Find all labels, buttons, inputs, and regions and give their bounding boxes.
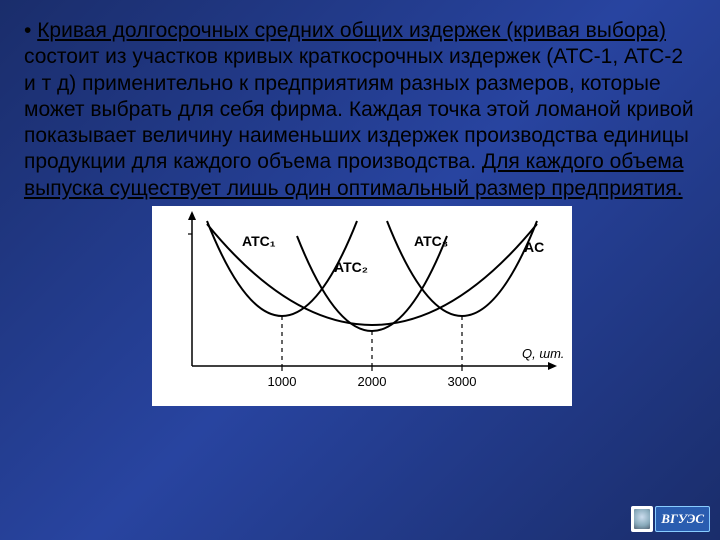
paragraph: • Кривая долгосрочных средних общих изде… [24, 18, 700, 202]
logo-icon [631, 506, 653, 532]
svg-text:3000: 3000 [448, 374, 477, 389]
svg-text:ATC₃: ATC₃ [414, 233, 448, 249]
svg-text:2000: 2000 [358, 374, 387, 389]
logo-text: ВГУЭС [655, 506, 710, 532]
chart-container: Q, шт. ATC₁ ATC₂ ATC₃ AC 1000 2000 3000 [24, 206, 700, 406]
svg-text:ATC₁: ATC₁ [242, 233, 276, 249]
svg-text:ATC₂: ATC₂ [334, 259, 368, 275]
slide-content: • Кривая долгосрочных средних общих изде… [0, 0, 720, 406]
bullet: • [24, 18, 31, 44]
logo: ВГУЭС [631, 506, 710, 532]
svg-text:AC: AC [524, 239, 544, 255]
cost-curves-chart: Q, шт. ATC₁ ATC₂ ATC₃ AC 1000 2000 3000 [152, 206, 572, 406]
svg-text:Q, шт.: Q, шт. [522, 346, 564, 361]
chart-svg: Q, шт. ATC₁ ATC₂ ATC₃ AC 1000 2000 3000 [152, 206, 572, 406]
svg-text:1000: 1000 [268, 374, 297, 389]
headline-underline: Кривая долгосрочных средних общих издерж… [37, 19, 666, 42]
